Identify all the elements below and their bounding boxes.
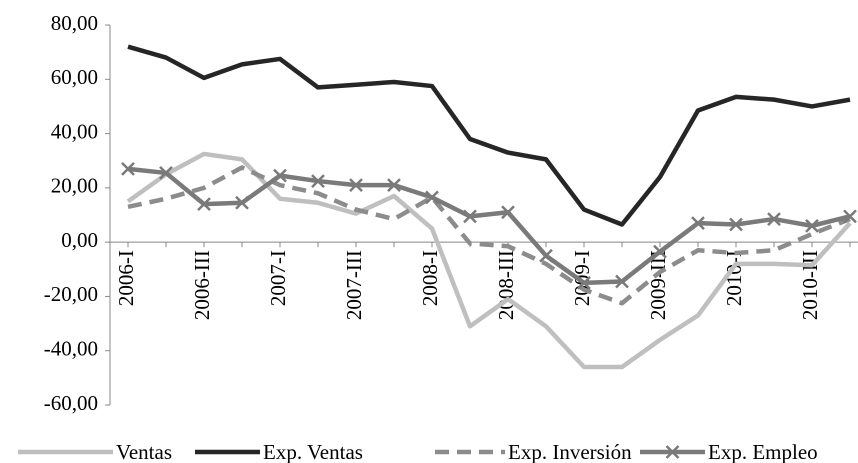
y-tick-label: 80,00 xyxy=(51,11,98,35)
series-marker xyxy=(159,166,173,180)
series-marker xyxy=(653,244,667,259)
series-marker xyxy=(311,174,325,188)
series-marker xyxy=(843,209,857,224)
series-marker xyxy=(729,217,743,232)
series-marker xyxy=(805,218,819,233)
series-marker xyxy=(691,216,705,231)
y-tick-label: -40,00 xyxy=(44,337,98,361)
series-marker xyxy=(615,274,629,289)
series-marker xyxy=(121,161,135,176)
x-tick-label: 2006-I xyxy=(114,250,138,306)
series-marker xyxy=(463,209,477,224)
series-marker xyxy=(425,190,439,205)
series-marker xyxy=(539,248,553,263)
series-line xyxy=(127,44,851,227)
y-tick-label: -60,00 xyxy=(44,391,98,415)
legend-label: Exp. Empleo xyxy=(708,440,818,463)
series-marker xyxy=(197,197,211,212)
series-marker xyxy=(501,205,515,220)
series-line xyxy=(127,166,851,286)
y-tick-label: 60,00 xyxy=(51,65,98,89)
y-tick-label: -20,00 xyxy=(44,282,98,306)
y-tick-label: 20,00 xyxy=(51,174,98,198)
y-tick-label: 40,00 xyxy=(51,119,98,143)
y-tick-label: 0,00 xyxy=(61,228,98,252)
x-tick-label: 2007-III xyxy=(342,250,366,320)
legend-label: Exp. Inversión xyxy=(508,440,632,463)
legend-marker xyxy=(665,445,680,459)
x-tick-label: 2008-I xyxy=(418,250,442,306)
series-marker xyxy=(235,195,249,210)
legend-label: Exp. Ventas xyxy=(263,440,363,463)
series-line xyxy=(126,151,852,370)
x-tick-label: 2006-III xyxy=(190,250,214,320)
series-line xyxy=(127,165,851,306)
x-tick-label: 2007-I xyxy=(266,250,290,306)
series-marker xyxy=(349,178,363,193)
x-tick-label: 2008-III xyxy=(494,250,518,320)
legend-label: Ventas xyxy=(116,440,172,463)
series-marker xyxy=(387,178,401,193)
series-marker xyxy=(767,212,781,226)
series-marker xyxy=(273,168,287,183)
series-marker xyxy=(577,275,591,290)
